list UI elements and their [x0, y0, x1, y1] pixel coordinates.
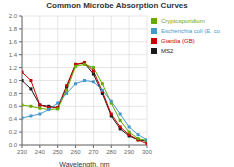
svg-text:230: 230 [17, 149, 28, 155]
svg-text:1.8: 1.8 [9, 26, 18, 32]
svg-text:300: 300 [142, 149, 153, 155]
svg-text:Wavelength, nm: Wavelength, nm [59, 161, 109, 167]
svg-text:240: 240 [35, 149, 46, 155]
svg-text:1.6: 1.6 [9, 39, 18, 45]
html-text:Giardia (GB): Giardia (GB) [161, 38, 195, 44]
svg-text:1.4: 1.4 [9, 52, 18, 58]
svg-text:260: 260 [71, 149, 82, 155]
html-text:MS2: MS2 [161, 48, 174, 54]
svg-text:1.2: 1.2 [9, 65, 18, 71]
svg-text:290: 290 [124, 149, 135, 155]
svg-text:0.6: 0.6 [9, 103, 18, 109]
svg-text:0.2: 0.2 [9, 129, 18, 135]
svg-text:2.0: 2.0 [9, 13, 18, 19]
svg-text:250: 250 [53, 149, 64, 155]
svg-text:1.0: 1.0 [9, 78, 18, 84]
html-text:Cryptosporidium: Cryptosporidium [161, 18, 205, 24]
svg-text:270: 270 [88, 149, 99, 155]
html-text:Common Microbe Absorption Curv: Common Microbe Absorption Curves [46, 1, 188, 10]
svg-text:280: 280 [106, 149, 117, 155]
svg-text:0.8: 0.8 [9, 91, 18, 97]
svg-text:0.4: 0.4 [9, 116, 18, 122]
html-text:Escherichia coli (E. co: Escherichia coli (E. co [161, 28, 220, 34]
svg-text:0.0: 0.0 [9, 142, 18, 148]
